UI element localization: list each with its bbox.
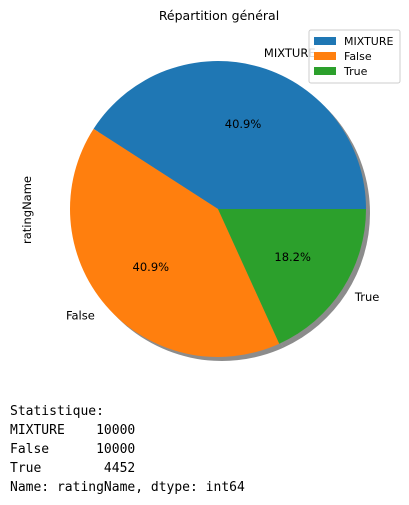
y-axis-label: ratingName <box>20 176 34 244</box>
legend-entry-false: False <box>344 50 372 63</box>
pie-slice-true <box>218 209 366 344</box>
chart-title: Répartition général <box>159 8 279 23</box>
pie-chart-figure: Répartition général ratingName 40.9% MIXT… <box>20 8 401 362</box>
legend-swatch-true <box>314 67 336 75</box>
legend-entry-true: True <box>343 65 368 78</box>
pie-slice-label-mixture: MIXTURE <box>264 46 316 60</box>
legend: MIXTURE False True <box>308 29 401 84</box>
pie-chart: Répartition général ratingName 40.9% MIXT… <box>20 8 401 362</box>
legend-swatch-mixture <box>314 37 336 45</box>
output-line: Statistique: <box>10 404 104 419</box>
pie-slices <box>69 60 366 358</box>
output-line: True 4452 <box>10 461 136 476</box>
pie-percent-label-false: 40.9% <box>133 260 170 274</box>
output-line: False 10000 <box>10 442 136 457</box>
legend-swatch-false <box>314 52 336 60</box>
pie-slice-label-false: False <box>66 308 95 322</box>
pie-slice-false <box>69 128 280 358</box>
legend-entry-mixture: MIXTURE <box>344 35 393 48</box>
pie-slice-mixture <box>93 60 366 209</box>
output-line: MIXTURE 10000 <box>10 423 136 438</box>
output-line: Name: ratingName, dtype: int64 <box>10 480 245 495</box>
console-output: Statistique: MIXTURE 10000 False 10000 True… <box>10 402 245 497</box>
pie-labels: 40.9% MIXTURE 40.9% False 18.2% True <box>66 46 379 323</box>
pie-percent-label-mixture: 40.9% <box>225 117 262 131</box>
pie-slice-label-true: True <box>354 290 379 304</box>
pie-percent-label-true: 18.2% <box>274 250 311 264</box>
